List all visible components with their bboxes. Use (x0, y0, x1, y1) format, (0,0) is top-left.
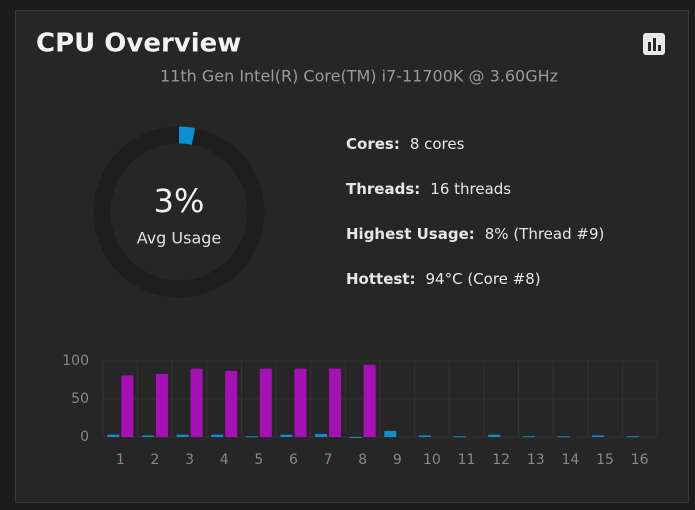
icon-bar (653, 38, 656, 51)
stat: Cores: 8 cores (346, 135, 465, 153)
bar (363, 364, 376, 437)
stat: Hottest: 94°C (Core #8) (346, 270, 541, 288)
stat-value: 8% (Thread #9) (485, 225, 605, 243)
bar (557, 436, 570, 438)
bar (294, 368, 307, 437)
y-tick-label: 50 (71, 391, 89, 407)
bar (245, 436, 258, 438)
x-tick-label: 2 (150, 452, 159, 468)
x-tick-label: 1 (116, 452, 125, 468)
x-tick-label: 8 (358, 452, 367, 468)
bar (453, 436, 466, 438)
bar (211, 434, 224, 437)
bar (107, 434, 120, 437)
bar (190, 368, 203, 437)
y-tick-label: 0 (80, 429, 89, 445)
bar (488, 434, 501, 437)
bar (176, 434, 189, 437)
x-tick-label: 6 (289, 452, 298, 468)
x-tick-label: 7 (324, 452, 333, 468)
bar (225, 370, 238, 437)
x-tick-label: 4 (220, 452, 229, 468)
stat-value: 16 threads (430, 180, 511, 198)
stat: Highest Usage: 8% (Thread #9) (346, 225, 604, 243)
x-tick-label: 13 (527, 452, 545, 468)
stat-value: 94°C (Core #8) (425, 270, 540, 288)
icon-bar (658, 45, 661, 51)
x-tick-label: 14 (562, 452, 580, 468)
bar (121, 375, 134, 437)
bar (349, 437, 362, 438)
x-tick-label: 15 (596, 452, 614, 468)
bar (626, 436, 639, 438)
stat: Threads: 16 threads (346, 180, 511, 198)
x-tick-label: 16 (631, 452, 649, 468)
stat-label: Hottest: (346, 270, 415, 288)
x-tick-label: 5 (254, 452, 263, 468)
bar (155, 373, 168, 437)
bar (280, 434, 293, 437)
x-tick-label: 11 (458, 452, 476, 468)
bar (315, 433, 328, 437)
x-tick-label: 3 (185, 452, 194, 468)
stat-value: 8 cores (410, 135, 465, 153)
title: CPU Overview (36, 29, 241, 59)
icon-bar (648, 42, 651, 51)
gauge-value: 3% (154, 182, 205, 220)
gauge-label: Avg Usage (137, 229, 222, 248)
subtitle: 11th Gen Intel(R) Core(TM) i7-11700K @ 3… (160, 67, 558, 86)
x-tick-label: 12 (492, 452, 510, 468)
bar (329, 368, 342, 437)
bar (418, 435, 431, 437)
stat-label: Highest Usage: (346, 225, 475, 243)
bar (522, 436, 535, 438)
bar (141, 435, 154, 437)
chart-icon[interactable] (643, 33, 665, 55)
gauge-arc (178, 126, 196, 145)
bar (592, 435, 605, 437)
x-tick-label: 9 (393, 452, 402, 468)
stat-label: Cores: (346, 135, 400, 153)
y-tick-label: 100 (62, 353, 89, 369)
x-tick-label: 10 (423, 452, 441, 468)
stat-label: Threads: (346, 180, 420, 198)
bar (259, 368, 272, 437)
bar (384, 430, 397, 437)
